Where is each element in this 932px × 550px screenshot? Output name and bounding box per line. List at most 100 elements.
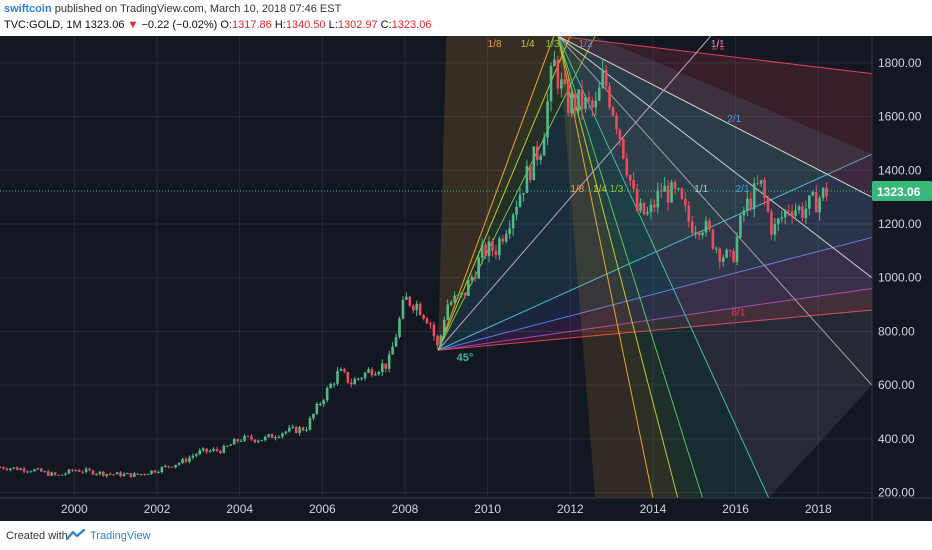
fan-line-lower[interactable] [437,153,873,351]
candle-body [491,241,494,251]
candle-body [325,388,329,401]
fan-line-upper[interactable] [557,35,873,75]
chart-area[interactable]: 200.00 400.00 600.00 800.00 1000.00 1200.00 14… [0,35,932,521]
candle-body [360,378,363,380]
candle-body [405,296,408,300]
fan-mid-label: 1/1 [694,184,708,195]
candle-body [611,107,615,116]
candle-body [380,363,384,373]
candle-body [594,100,598,108]
candle-body [291,426,295,428]
fan-mid-label: 2/1 [736,184,750,195]
time-tick-label: 2010 [474,502,501,516]
candle-body [566,84,570,114]
candle-body [60,474,64,476]
candle-body [22,468,26,472]
candle-body [546,101,549,138]
candle-body [150,470,153,475]
candle-body [229,444,233,446]
candle-body [808,195,811,209]
candle-body [263,436,267,441]
candle-body [680,188,684,199]
candle-body [756,183,759,185]
high-label: H: [274,19,286,31]
candle-body [315,404,319,414]
candle-body [663,185,666,192]
fan-line-upper[interactable] [557,35,873,279]
candle-body [498,238,501,256]
candle-body [374,374,377,376]
fan-zone-lower [438,237,872,351]
candle-body [556,59,560,89]
time-tick-label: 2018 [805,502,832,516]
candle-body [250,436,253,440]
candle-body [467,280,470,296]
candle-body [260,440,264,442]
tradingview-logo-icon[interactable] [66,528,86,542]
candle-body [387,354,391,369]
fan-line-lower[interactable] [437,287,873,351]
candle-body [50,472,53,476]
candle-body [418,303,422,316]
candle-body [618,129,622,140]
candle-body [522,193,525,195]
time-tick-label: 2004 [226,502,253,516]
candle-body [353,378,357,385]
candle-body [294,426,298,434]
candle-body [9,468,12,470]
fan-line-upper[interactable] [557,35,679,499]
candle-body [77,470,81,472]
candle-body [794,210,797,216]
candle-body [33,469,36,472]
fan-zone-lower [438,154,872,351]
candle-body [653,204,656,208]
fan-line-upper[interactable] [557,35,770,499]
candle-body [532,146,536,181]
candle-body [529,165,532,181]
candle-body [312,413,315,419]
fan-line-lower[interactable] [437,35,555,351]
candle-body [639,202,642,211]
candle-body [370,369,374,376]
candle-body [126,473,129,475]
symbol-label: TVC:GOLD, 1M [4,19,82,31]
candle-body [102,471,105,476]
candle-body [115,472,119,475]
candle-body [394,336,398,347]
price-tick-label: 400.00 [878,432,915,446]
fan-line-lower[interactable] [437,236,873,351]
fan-line-45deg[interactable] [437,35,712,351]
candle-body [460,292,463,295]
fan-zone-upper [557,36,872,498]
candle-body [518,194,522,207]
candle-body [74,470,78,472]
candle-body [167,465,171,467]
price-tick-label: 800.00 [878,324,915,338]
time-axis-background [0,498,932,521]
candle-body [408,296,412,306]
fan-line-upper[interactable] [557,35,873,198]
candle-body [697,232,701,236]
candle-body [735,237,739,262]
fan-zone-upper [557,36,872,278]
fan-line-lower[interactable] [437,35,571,351]
candle-body [2,467,5,469]
author-link[interactable]: swiftcoin [4,3,52,15]
candle-body [267,434,270,437]
candle-body [157,471,160,473]
candle-body [777,218,780,225]
candle-body [222,445,226,453]
fan-line-upper[interactable] [557,35,654,499]
candle-body [694,232,697,234]
candle-body [146,474,150,476]
fan-zone-upper [557,36,872,198]
candle-body [98,471,102,474]
candle-body [212,449,215,451]
candle-body [752,183,756,210]
chart-svg[interactable]: 200.00 400.00 600.00 800.00 1000.00 1200.00 14… [0,35,932,521]
tradingview-brand[interactable]: TradingView [90,530,151,542]
last-price-badge-label: 1323.06 [877,185,921,199]
candle-body [587,96,591,101]
gann-fan-drawing[interactable] [437,35,873,499]
fan-line-lower[interactable] [438,309,873,351]
